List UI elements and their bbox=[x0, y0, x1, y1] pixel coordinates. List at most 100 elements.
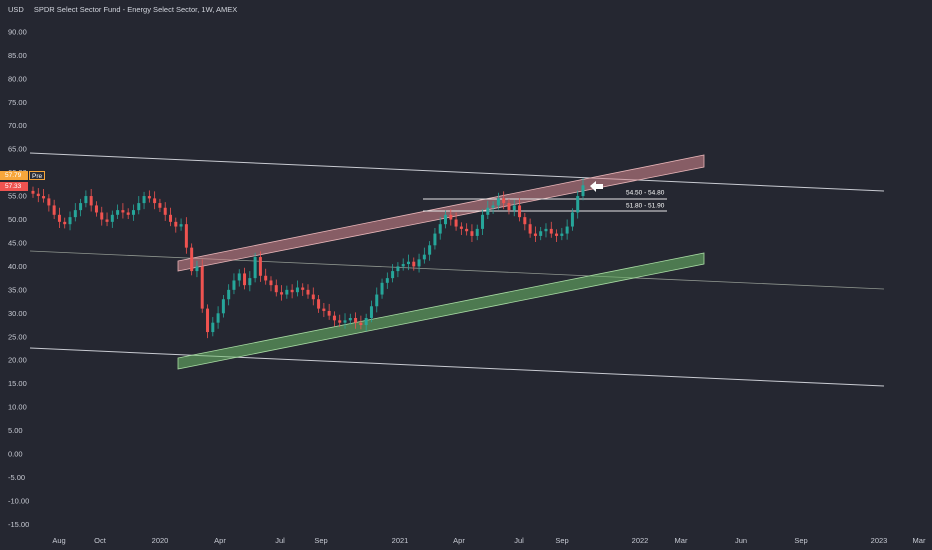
y-tick-label: 0.00 bbox=[8, 450, 23, 459]
candle-body bbox=[359, 322, 363, 326]
candle-body bbox=[481, 214, 485, 229]
y-tick-label: 90.00 bbox=[8, 27, 27, 36]
y-tick-label: 40.00 bbox=[8, 262, 27, 271]
x-tick-label: Sep bbox=[555, 536, 568, 545]
y-tick-label: -15.00 bbox=[8, 520, 29, 529]
y-tick-label: 50.00 bbox=[8, 215, 27, 224]
candle-body bbox=[253, 257, 257, 279]
candle-body bbox=[301, 287, 305, 290]
candle-body bbox=[406, 261, 410, 265]
candle-body bbox=[169, 214, 172, 222]
candle-body bbox=[142, 196, 146, 204]
currency-label[interactable]: USD bbox=[8, 5, 24, 14]
y-tick-label: 35.00 bbox=[8, 285, 27, 294]
candle-body bbox=[422, 254, 426, 260]
candle-body bbox=[52, 205, 56, 215]
candle-body bbox=[465, 228, 469, 232]
candle-body bbox=[343, 320, 347, 323]
candle-body bbox=[211, 322, 215, 333]
candle-body bbox=[338, 320, 342, 323]
x-tick-label: 2023 bbox=[871, 536, 888, 545]
candle-body bbox=[449, 214, 453, 220]
candle-body bbox=[518, 205, 522, 218]
y-tick-label: 80.00 bbox=[8, 74, 27, 83]
candle-body bbox=[110, 214, 114, 222]
candle-body bbox=[42, 196, 46, 199]
candle-body bbox=[200, 266, 204, 309]
x-tick-label: Sep bbox=[794, 536, 807, 545]
x-tick-label: Jul bbox=[514, 536, 524, 545]
candle-body bbox=[528, 224, 532, 234]
y-tick-label: -5.00 bbox=[8, 473, 25, 482]
candle-body bbox=[486, 207, 490, 215]
candle-body bbox=[317, 299, 321, 309]
candle-body bbox=[269, 280, 273, 286]
candle-body bbox=[163, 207, 167, 215]
candle-body bbox=[68, 217, 72, 225]
candle-body bbox=[100, 212, 104, 220]
candle-body bbox=[216, 313, 220, 323]
candle-body bbox=[327, 310, 331, 316]
pre-market-badge: Pre bbox=[29, 171, 46, 180]
price-badge-red: 57.33 bbox=[0, 182, 28, 191]
candle-body bbox=[549, 228, 553, 234]
candle-body bbox=[221, 299, 225, 314]
candle-body bbox=[385, 278, 389, 283]
candle-body bbox=[195, 266, 199, 272]
candle-body bbox=[475, 228, 479, 236]
y-tick-label: 5.00 bbox=[8, 426, 23, 435]
candle-body bbox=[576, 196, 580, 213]
candle-body bbox=[496, 198, 500, 206]
x-tick-label: 2020 bbox=[152, 536, 169, 545]
candle-body bbox=[131, 210, 135, 215]
x-tick-label: Jul bbox=[275, 536, 285, 545]
candle-body bbox=[369, 306, 373, 318]
candle-body bbox=[459, 226, 463, 229]
candle-body bbox=[533, 233, 537, 236]
candle-body bbox=[147, 196, 151, 199]
candle-body bbox=[232, 280, 236, 290]
candle-body bbox=[184, 224, 188, 248]
candle-body bbox=[285, 289, 289, 295]
x-tick-label: Apr bbox=[453, 536, 465, 545]
candle-body bbox=[375, 294, 379, 307]
candle-body bbox=[555, 233, 559, 236]
y-tick-label: -10.00 bbox=[8, 496, 29, 505]
candle-body bbox=[89, 196, 93, 206]
candle-body bbox=[454, 219, 458, 227]
candle-body bbox=[412, 261, 416, 267]
zone-label-bg bbox=[614, 187, 667, 197]
candle-body bbox=[73, 210, 77, 218]
candle-body bbox=[295, 287, 299, 293]
middle-trendline bbox=[29, 250, 885, 290]
candle-body bbox=[179, 224, 183, 227]
candle-body bbox=[391, 271, 395, 279]
candle-body bbox=[206, 308, 210, 333]
candle-body bbox=[581, 185, 585, 197]
candle-body bbox=[153, 198, 157, 204]
candle-body bbox=[227, 289, 231, 300]
candle-body bbox=[428, 245, 432, 255]
x-tick-label: 2022 bbox=[632, 536, 649, 545]
candle-body bbox=[565, 226, 569, 234]
arrow-marker-icon bbox=[590, 181, 603, 192]
x-tick-label: Mar bbox=[675, 536, 688, 545]
candle-body bbox=[94, 205, 98, 213]
candle-body bbox=[507, 203, 511, 211]
candle-body bbox=[190, 247, 194, 272]
candle-body bbox=[433, 233, 437, 246]
upper-trendline bbox=[29, 152, 885, 192]
x-tick-label: Aug bbox=[52, 536, 65, 545]
x-tick-label: Jun bbox=[735, 536, 747, 545]
candle-body bbox=[354, 317, 358, 323]
candle-body bbox=[31, 190, 35, 194]
zone-label-upper: 54.50 - 54.80 bbox=[626, 190, 665, 197]
x-tick-label: 2021 bbox=[392, 536, 409, 545]
candle-body bbox=[274, 285, 278, 293]
candle-body bbox=[79, 203, 83, 211]
candle-body bbox=[306, 289, 310, 295]
y-tick-label: 30.00 bbox=[8, 309, 27, 318]
candle-body bbox=[63, 221, 67, 225]
